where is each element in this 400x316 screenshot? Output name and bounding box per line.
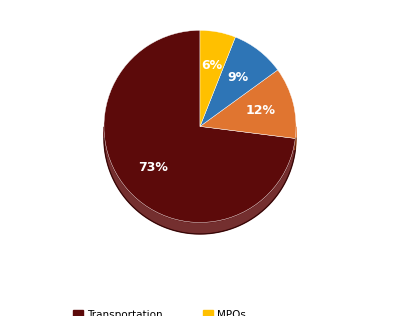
Text: 9%: 9%	[228, 70, 249, 83]
Polygon shape	[104, 127, 295, 234]
Text: 6%: 6%	[201, 58, 222, 71]
Wedge shape	[200, 70, 296, 138]
Wedge shape	[104, 30, 295, 222]
Legend: Transportation, Law Enforcement, EMS, Federal Government, MPOs, Fire and Rescue,: Transportation, Law Enforcement, EMS, Fe…	[69, 306, 331, 316]
Wedge shape	[200, 30, 235, 126]
Text: 73%: 73%	[138, 161, 168, 174]
Polygon shape	[295, 127, 296, 150]
Text: 12%: 12%	[246, 104, 276, 117]
Wedge shape	[200, 37, 278, 126]
